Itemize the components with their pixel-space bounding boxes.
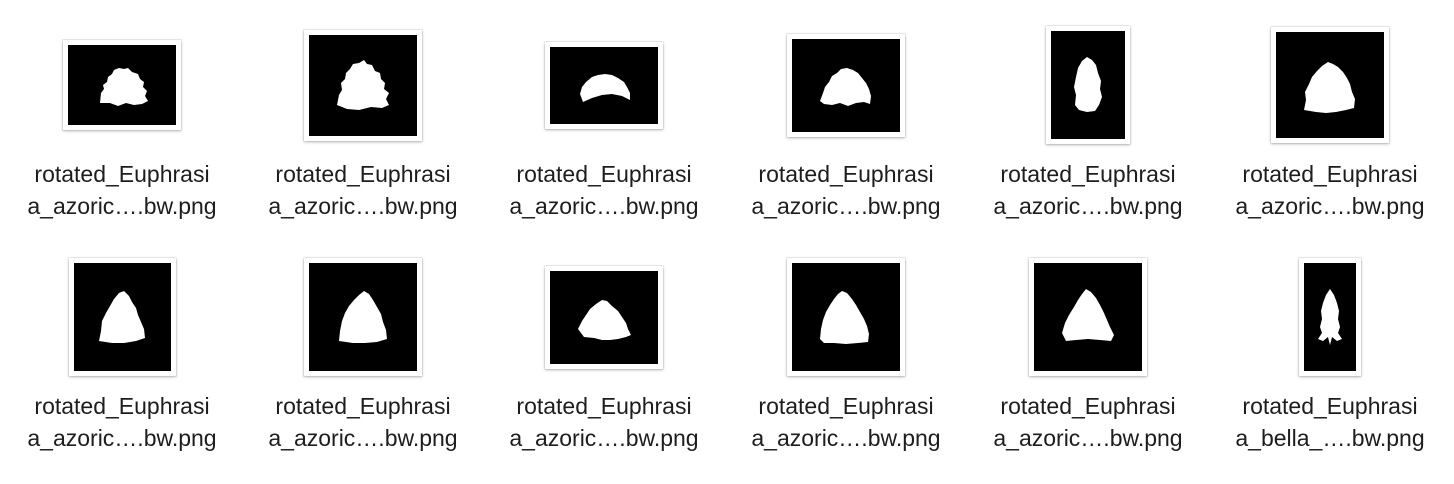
leaf-silhouette-thumbnail-icon xyxy=(304,258,422,376)
leaf-silhouette-thumbnail-icon xyxy=(1299,258,1361,376)
leaf-silhouette-thumbnail-icon xyxy=(304,29,422,141)
file-name: rotated_Euphrasi a_azoric….bw.png xyxy=(751,393,941,451)
file-item[interactable]: rotated_Euphrasi a_bella_….bw.png xyxy=(1220,252,1440,484)
file-item[interactable]: rotated_Euphrasi a_azoric….bw.png xyxy=(494,20,714,252)
file-name: rotated_Euphrasi a_azoric….bw.png xyxy=(993,393,1183,451)
file-item[interactable]: rotated_Euphrasi a_azoric….bw.png xyxy=(736,252,956,484)
leaf-silhouette-thumbnail-icon xyxy=(1271,27,1389,143)
file-item[interactable]: rotated_Euphrasi a_azoric….bw.png xyxy=(1220,20,1440,252)
file-item[interactable]: rotated_Euphrasi a_azoric….bw.png xyxy=(978,252,1198,484)
file-name: rotated_Euphrasi a_azoric….bw.png xyxy=(27,393,217,451)
file-name: rotated_Euphrasi a_azoric….bw.png xyxy=(27,161,217,219)
leaf-silhouette-thumbnail-icon xyxy=(68,258,176,376)
file-name: rotated_Euphrasi a_bella_….bw.png xyxy=(1235,393,1425,451)
file-name: rotated_Euphrasi a_azoric….bw.png xyxy=(268,393,458,451)
file-name: rotated_Euphrasi a_azoric….bw.png xyxy=(1235,161,1425,219)
leaf-silhouette-thumbnail-icon xyxy=(545,265,663,369)
file-name: rotated_Euphrasi a_azoric….bw.png xyxy=(509,393,699,451)
leaf-silhouette-thumbnail-icon xyxy=(63,40,181,130)
file-name: rotated_Euphrasi a_azoric….bw.png xyxy=(993,161,1183,219)
leaf-silhouette-thumbnail-icon xyxy=(545,41,663,129)
file-item[interactable]: rotated_Euphrasi a_azoric….bw.png xyxy=(12,252,232,484)
leaf-silhouette-thumbnail-icon xyxy=(1046,26,1130,144)
file-name: rotated_Euphrasi a_azoric….bw.png xyxy=(509,161,699,219)
file-name: rotated_Euphrasi a_azoric….bw.png xyxy=(751,161,941,219)
leaf-silhouette-thumbnail-icon xyxy=(1029,258,1147,376)
file-item[interactable]: rotated_Euphrasi a_azoric….bw.png xyxy=(736,20,956,252)
file-item[interactable]: rotated_Euphrasi a_azoric….bw.png xyxy=(12,20,232,252)
leaf-silhouette-thumbnail-icon xyxy=(787,258,905,376)
file-item[interactable]: rotated_Euphrasi a_azoric….bw.png xyxy=(253,252,473,484)
file-name: rotated_Euphrasi a_azoric….bw.png xyxy=(268,161,458,219)
file-item[interactable]: rotated_Euphrasi a_azoric….bw.png xyxy=(978,20,1198,252)
file-item[interactable]: rotated_Euphrasi a_azoric….bw.png xyxy=(253,20,473,252)
leaf-silhouette-thumbnail-icon xyxy=(787,33,905,137)
file-item[interactable]: rotated_Euphrasi a_azoric….bw.png xyxy=(494,252,714,484)
